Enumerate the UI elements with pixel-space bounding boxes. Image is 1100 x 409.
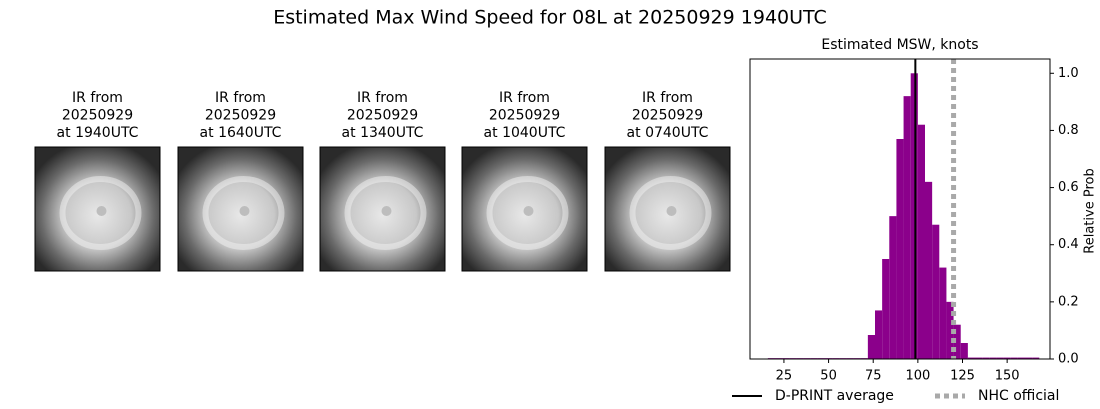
storm-eye bbox=[239, 206, 250, 216]
bar bbox=[903, 96, 911, 360]
legend-label: NHC official bbox=[978, 388, 1059, 404]
y2-tick-label: 0.4 bbox=[1058, 237, 1079, 252]
panel-label: at 0740UTC bbox=[627, 125, 709, 141]
y2-tick-label: 0.6 bbox=[1058, 180, 1079, 195]
panel-label: at 1940UTC bbox=[57, 125, 139, 141]
bar bbox=[946, 301, 954, 359]
panel-label: 20250929 bbox=[347, 108, 418, 124]
figure-title: Estimated Max Wind Speed for 08L at 2025… bbox=[273, 7, 827, 29]
storm-eye bbox=[96, 206, 107, 216]
storm-band bbox=[202, 176, 285, 250]
bar bbox=[989, 357, 997, 359]
y2-tick-label: 0.0 bbox=[1058, 352, 1079, 367]
bar bbox=[1010, 357, 1018, 359]
y2-axis-label: Relative Prob bbox=[1083, 168, 1098, 253]
storm-band bbox=[344, 176, 427, 250]
bar bbox=[910, 73, 918, 360]
bar bbox=[953, 324, 961, 359]
bar bbox=[996, 357, 1004, 359]
x-tick-label: 75 bbox=[865, 369, 882, 384]
bar bbox=[882, 259, 890, 359]
bar bbox=[917, 124, 925, 359]
x-tick-label: 25 bbox=[776, 369, 793, 384]
panel-label: IR from bbox=[72, 90, 123, 106]
x-tick-label: 50 bbox=[820, 369, 837, 384]
y2-tick-label: 1.0 bbox=[1058, 66, 1079, 81]
bar bbox=[1025, 357, 1033, 359]
panel-label: 20250929 bbox=[632, 108, 703, 124]
bar bbox=[982, 357, 990, 359]
panel-label: 20250929 bbox=[205, 108, 276, 124]
panel-label: IR from bbox=[499, 90, 550, 106]
x-tick-label: 125 bbox=[950, 369, 975, 384]
panel-label: 20250929 bbox=[62, 108, 133, 124]
bar bbox=[1003, 357, 1011, 359]
panel-label: IR from bbox=[357, 90, 408, 106]
panel-label: at 1640UTC bbox=[200, 125, 282, 141]
bar bbox=[875, 310, 883, 359]
bar bbox=[1017, 357, 1025, 359]
storm-band bbox=[59, 176, 142, 250]
bar bbox=[1032, 357, 1040, 359]
storm-eye bbox=[523, 206, 534, 216]
panel-label: at 1040UTC bbox=[484, 125, 566, 141]
bar bbox=[867, 335, 875, 359]
storm-eye bbox=[666, 206, 677, 216]
panel-label: IR from bbox=[215, 90, 266, 106]
bar bbox=[889, 216, 897, 359]
plot-frame bbox=[749, 58, 1051, 360]
bar bbox=[939, 267, 947, 359]
x-tick-label: 150 bbox=[995, 369, 1020, 384]
bar bbox=[932, 224, 940, 359]
legend-label: D-PRINT average bbox=[775, 388, 894, 404]
panel-label: 20250929 bbox=[489, 108, 560, 124]
bar bbox=[975, 357, 983, 359]
x-tick-label: 100 bbox=[905, 369, 930, 384]
bar bbox=[925, 181, 933, 359]
storm-eye bbox=[381, 206, 392, 216]
y2-tick-label: 0.2 bbox=[1058, 294, 1079, 309]
bar bbox=[967, 357, 975, 359]
panel-label: IR from bbox=[642, 90, 693, 106]
bar bbox=[896, 139, 904, 359]
chart-title: Estimated MSW, knots bbox=[821, 37, 978, 53]
bar bbox=[960, 343, 968, 359]
storm-band bbox=[486, 176, 569, 250]
panel-label: at 1340UTC bbox=[342, 125, 424, 141]
y2-tick-label: 0.8 bbox=[1058, 123, 1079, 138]
storm-band bbox=[629, 176, 712, 250]
